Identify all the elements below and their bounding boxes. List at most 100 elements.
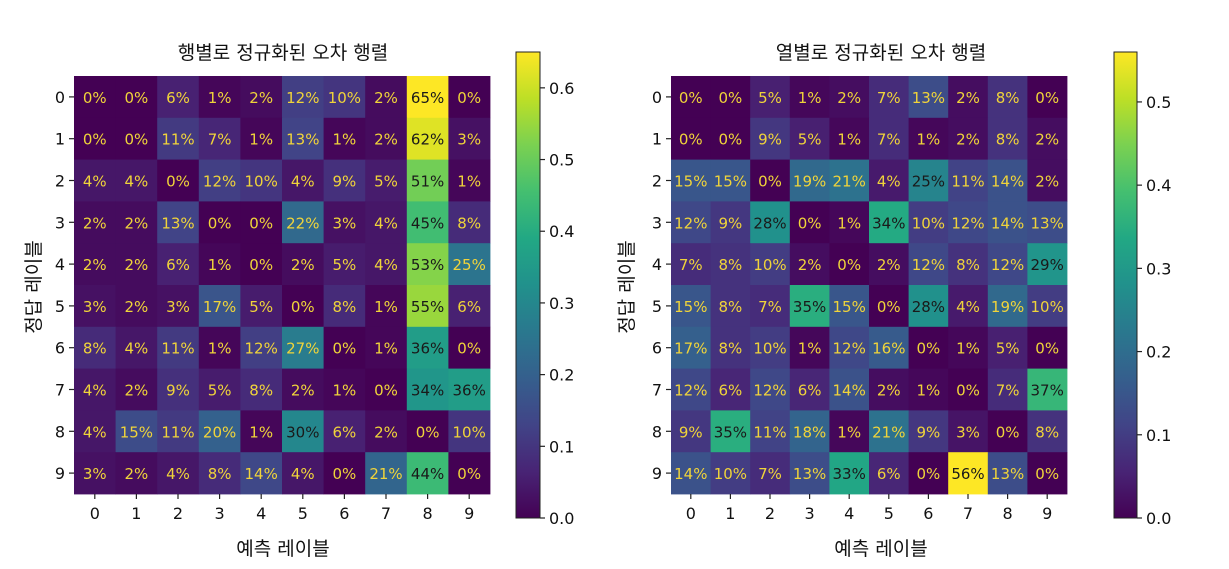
cell-value-label: 0% — [798, 214, 822, 232]
cell-value-label: 15% — [833, 298, 866, 316]
heatmap-cell — [406, 285, 449, 328]
x-tick-label: 9 — [1042, 504, 1052, 523]
cell-value-label: 7% — [679, 256, 703, 274]
heatmap-cell — [789, 243, 830, 286]
heatmap-cell — [750, 117, 791, 160]
heatmap-cells: 0% 0% 6% 1% 2% 12% 10% 2% 65% 0% 0% 0% 11% 7% 1% 13% 1% 2… — [74, 76, 491, 495]
x-tick-label: 1 — [725, 504, 735, 523]
heatmap-cell — [406, 452, 449, 495]
cell-value-label: 13% — [286, 131, 319, 149]
cell-value-label: 13% — [793, 465, 826, 483]
cell-value-label: 13% — [991, 465, 1024, 483]
cell-value-label: 21% — [872, 423, 905, 441]
heatmap-cell — [987, 410, 1028, 453]
heatmap-cell — [710, 159, 751, 202]
cell-value-label: 6% — [333, 423, 357, 441]
cell-value-label: 2% — [83, 256, 107, 274]
heatmap-cell — [115, 159, 158, 202]
heatmap-cell — [448, 76, 491, 119]
cell-value-label: 12% — [753, 382, 786, 400]
cell-value-label: 10% — [453, 423, 486, 441]
cell-value-label: 12% — [245, 340, 278, 358]
heatmap-cell — [1027, 76, 1068, 119]
heatmap-cell — [869, 368, 909, 411]
cell-value-label: 65% — [411, 89, 444, 107]
heatmap-cell — [869, 243, 909, 286]
heatmap-cell — [282, 368, 324, 411]
x-axis-label: 예측 레이블 — [834, 538, 927, 560]
cell-value-label: 12% — [674, 214, 707, 232]
cell-value-label: 5% — [208, 382, 232, 400]
heatmap-cell — [198, 159, 241, 202]
heatmap-cell — [671, 159, 711, 202]
heatmap-cell — [710, 201, 751, 244]
heatmap-cell — [240, 201, 283, 244]
x-tick-label: 5 — [298, 504, 308, 523]
heatmap-cell — [365, 117, 408, 160]
heatmap-cell — [406, 326, 449, 369]
heatmap-cell — [240, 285, 283, 328]
cell-value-label: 2% — [291, 382, 315, 400]
heatmap-cell — [323, 76, 366, 119]
heatmap-cell — [908, 159, 949, 202]
cell-value-label: 0% — [877, 298, 901, 316]
heatmap-cell — [240, 76, 283, 119]
heatmap-cell — [115, 410, 158, 453]
heatmap-cell — [448, 410, 491, 453]
heatmap-cell — [157, 326, 200, 369]
cell-value-label: 8% — [1035, 423, 1059, 441]
cell-value-label: 11% — [161, 340, 194, 358]
cell-value-label: 2% — [249, 89, 273, 107]
cell-value-label: 13% — [161, 214, 194, 232]
cell-value-label: 7% — [877, 89, 901, 107]
cell-value-label: 0% — [917, 465, 941, 483]
cell-value-label: 11% — [951, 173, 984, 191]
y-tick-label: 9 — [652, 464, 662, 483]
cell-value-label: 5% — [333, 256, 357, 274]
heatmap-cell — [908, 243, 949, 286]
cell-value-label: 6% — [457, 298, 481, 316]
cell-value-label: 0% — [208, 214, 232, 232]
cell-value-label: 28% — [912, 298, 945, 316]
cell-value-label: 35% — [714, 423, 747, 441]
heatmap-cell — [282, 159, 324, 202]
heatmap-cell — [710, 117, 751, 160]
cell-value-label: 27% — [286, 340, 319, 358]
heatmap-cell — [115, 326, 158, 369]
y-tick-label: 6 — [55, 339, 65, 358]
y-tick-label: 7 — [652, 381, 662, 400]
cell-value-label: 2% — [291, 256, 315, 274]
heatmap-cell — [829, 452, 870, 495]
cell-value-label: 35% — [793, 298, 826, 316]
cell-value-label: 19% — [793, 173, 826, 191]
heatmap-cell — [948, 410, 989, 453]
heatmap-cell — [282, 76, 324, 119]
cell-value-label: 10% — [328, 89, 361, 107]
heatmap-cell — [987, 452, 1028, 495]
colorbar-tick-label: 0.3 — [1146, 259, 1171, 278]
heatmap-cell — [198, 117, 241, 160]
heatmap-cell — [198, 368, 241, 411]
heatmap-cell — [671, 452, 711, 495]
cell-value-label: 1% — [837, 423, 861, 441]
heatmap-cell — [448, 117, 491, 160]
heatmap-cell — [789, 117, 830, 160]
x-axis-ticks: 0 1 2 3 4 5 6 7 8 9 — [90, 494, 474, 523]
column-normalized-confusion-matrix: 열별로 정규화된 오차 행렬 예측 레이블 정답 레이블 0% 0% 5% 1% 2% 7… — [616, 42, 1171, 560]
cell-value-label: 1% — [917, 131, 941, 149]
heatmap-cell — [908, 76, 949, 119]
colorbar-gradient — [1113, 51, 1138, 519]
cell-value-label: 14% — [674, 465, 707, 483]
x-tick-label: 7 — [963, 504, 973, 523]
cell-value-label: 1% — [917, 382, 941, 400]
heatmap-cell — [115, 285, 158, 328]
cell-value-label: 36% — [411, 340, 444, 358]
heatmap-cell — [948, 117, 989, 160]
cell-value-label: 10% — [753, 256, 786, 274]
colorbar-tick-label: 0.0 — [1146, 509, 1171, 528]
cell-value-label: 2% — [125, 298, 149, 316]
heatmap-cell — [948, 452, 989, 495]
heatmap-cell — [74, 368, 116, 411]
cell-value-label: 13% — [912, 89, 945, 107]
cell-value-label: 4% — [291, 173, 315, 191]
